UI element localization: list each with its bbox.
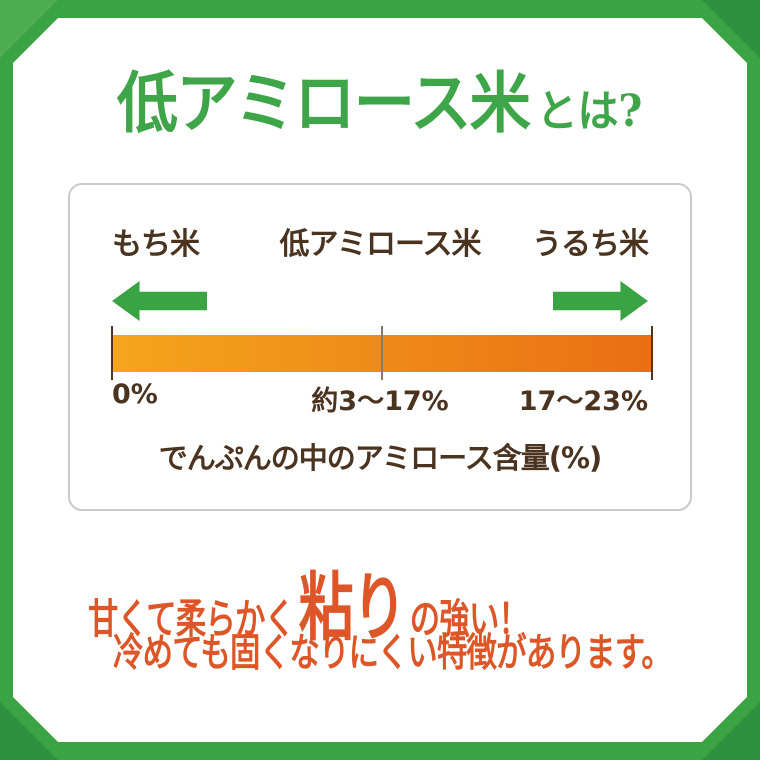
scale-tick-center [381,326,383,380]
page-title-text: 低アミロース米 とは? [117,50,643,146]
scale-value-center: 約3〜17% [311,386,449,417]
frame-corner-bottom-right [702,702,760,760]
scale-tick-right [651,326,653,380]
right-arrow-icon [553,281,648,321]
title-suffix: とは? [536,86,643,137]
feature-line1-emphasis: 粘り [298,565,407,651]
frame-corner-top-left [0,0,58,58]
left-arrow-icon [112,281,207,321]
frame-corner-top-right [702,0,760,58]
scale-value-right: 17〜23% [518,386,648,417]
category-label-mochi-rice: もち米 [112,227,200,262]
scale-caption: でんぷんの中のアミロース含量(%) [158,441,603,475]
title-main: 低アミロース米 [117,64,531,142]
scale-tick-left [111,326,113,380]
page-title: 低アミロース米 とは? [0,50,760,146]
feature-line1-post: の強い！ [409,595,529,643]
category-label-uruchi-rice: うるち米 [532,227,649,262]
frame-corner-bottom-left [0,702,58,760]
feature-line1-pre: 甘くて柔らかく [88,595,295,643]
amylose-scale-card: もち米 低アミロース米 うるち米 0% 約3〜17% 17〜23% でんぷんの中… [68,183,692,511]
category-label-low-amylose-rice: 低アミロース米 [279,227,482,262]
feature-statement-line2: 冷めても固くなりにくい特徴があります。 [113,630,672,676]
feature-statement-line1: 甘くて柔らかく 粘り の強い！ [88,548,529,655]
scale-value-left: 0% [112,379,158,410]
